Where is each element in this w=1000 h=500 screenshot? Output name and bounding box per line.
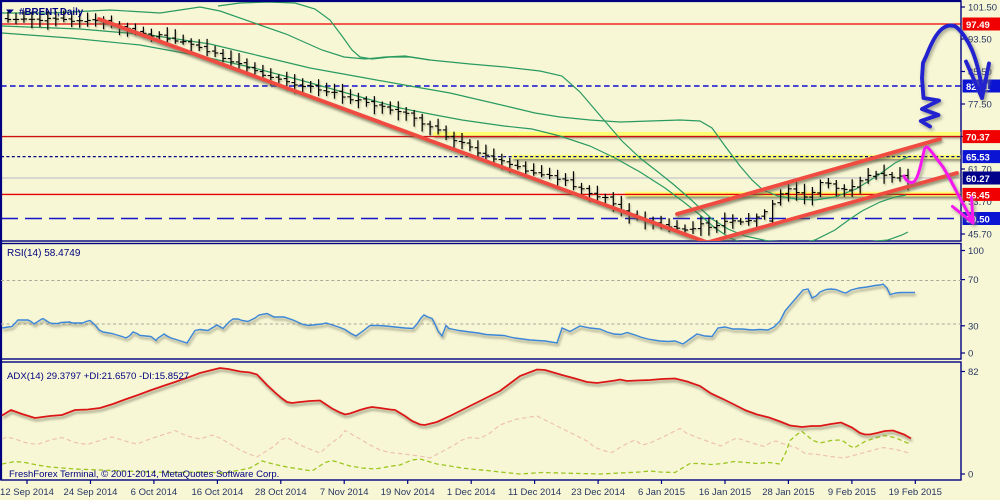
svg-text:61.70: 61.70 <box>968 165 992 176</box>
svg-text:11 Dec 2014: 11 Dec 2014 <box>508 487 561 498</box>
svg-text:12 Sep 2014: 12 Sep 2014 <box>0 487 54 498</box>
svg-text:82: 82 <box>968 367 979 378</box>
svg-text:9 Feb 2015: 9 Feb 2015 <box>828 487 876 498</box>
svg-text:100: 100 <box>968 246 984 257</box>
svg-text:24 Sep 2014: 24 Sep 2014 <box>64 487 118 498</box>
svg-text:70: 70 <box>968 275 979 286</box>
svg-text:28 Jan 2015: 28 Jan 2015 <box>762 487 814 498</box>
svg-text:53.70: 53.70 <box>968 197 992 208</box>
svg-text:0: 0 <box>968 349 973 360</box>
svg-text:RSI(14) 58.4749: RSI(14) 58.4749 <box>7 248 81 259</box>
svg-text:30: 30 <box>968 321 979 332</box>
svg-text:FreshForex Terminal, © 2001-20: FreshForex Terminal, © 2001-2014, MetaQu… <box>9 469 279 480</box>
svg-text:1 Dec 2014: 1 Dec 2014 <box>447 487 496 498</box>
svg-text:6 Jan 2015: 6 Jan 2015 <box>638 487 685 498</box>
svg-text:0: 0 <box>968 470 973 481</box>
svg-text:#BRENT,Daily: #BRENT,Daily <box>19 7 84 18</box>
svg-text:23 Dec 2014: 23 Dec 2014 <box>571 487 625 498</box>
svg-text:60.27: 60.27 <box>966 174 990 185</box>
svg-text:77.50: 77.50 <box>968 100 992 111</box>
svg-text:6 Oct 2014: 6 Oct 2014 <box>131 487 177 498</box>
svg-text:19 Feb 2015: 19 Feb 2015 <box>889 487 942 498</box>
svg-text:ADX(14) 29.3797 +DI:21.6570 -D: ADX(14) 29.3797 +DI:21.6570 -DI:15.8527 <box>7 371 189 382</box>
svg-text:19 Nov 2014: 19 Nov 2014 <box>381 487 435 498</box>
svg-text:50.50: 50.50 <box>966 215 990 226</box>
svg-text:16 Oct 2014: 16 Oct 2014 <box>192 487 244 498</box>
svg-text:7 Nov 2014: 7 Nov 2014 <box>320 487 369 498</box>
svg-text:28 Oct 2014: 28 Oct 2014 <box>255 487 307 498</box>
svg-text:70.37: 70.37 <box>966 133 990 144</box>
svg-text:93.50: 93.50 <box>968 35 992 46</box>
svg-text:56.45: 56.45 <box>966 190 990 201</box>
svg-text:65.53: 65.53 <box>966 153 990 164</box>
svg-text:45.70: 45.70 <box>968 230 992 241</box>
svg-text:101.50: 101.50 <box>968 3 997 14</box>
svg-text:16 Jan 2015: 16 Jan 2015 <box>699 487 751 498</box>
svg-text:97.49: 97.49 <box>966 20 990 31</box>
